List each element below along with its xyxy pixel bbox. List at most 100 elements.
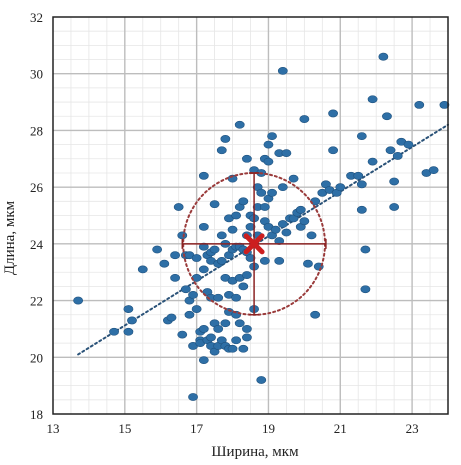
data-point (389, 203, 400, 211)
data-point (234, 319, 245, 328)
data-point (270, 225, 281, 234)
y-tick-label: 18 (30, 407, 43, 422)
data-point (216, 146, 227, 155)
data-point (180, 285, 191, 294)
data-point (353, 171, 364, 180)
data-point (238, 282, 249, 291)
data-point (403, 140, 414, 149)
data-point (245, 254, 256, 262)
data-point (198, 242, 209, 251)
data-point (177, 330, 188, 339)
trendline (77, 123, 449, 356)
data-point (335, 183, 346, 192)
data-point (299, 115, 310, 123)
center-overlay (181, 171, 327, 316)
x-tick-label: 23 (406, 421, 419, 436)
data-point (188, 393, 198, 401)
data-point (238, 197, 249, 206)
data-point (356, 132, 367, 140)
data-point (242, 333, 252, 342)
data-point (360, 285, 371, 294)
data-point (166, 313, 177, 322)
y-tick-label: 20 (30, 350, 43, 365)
data-point (209, 245, 220, 254)
data-point (414, 101, 425, 109)
data-point (188, 290, 198, 299)
y-tick-label: 24 (30, 237, 44, 252)
data-point (392, 152, 403, 160)
data-point (328, 109, 338, 118)
data-point (209, 200, 220, 209)
data-point (170, 273, 180, 282)
data-point (259, 256, 270, 265)
data-point (231, 336, 242, 345)
data-point (242, 325, 252, 333)
data-point (227, 344, 238, 353)
data-point (385, 146, 396, 155)
trendline-layer (77, 123, 449, 356)
data-point (267, 188, 277, 197)
data-point (198, 222, 209, 231)
data-point (123, 327, 134, 336)
data-point (299, 217, 310, 226)
data-point (382, 112, 392, 121)
data-point (263, 140, 274, 149)
data-point (191, 273, 202, 282)
data-point (306, 231, 317, 240)
x-axis-label: Ширина, мкм (211, 444, 299, 460)
data-point (389, 177, 400, 186)
data-point (216, 231, 227, 240)
data-point (267, 132, 277, 140)
data-point (220, 135, 231, 143)
data-point (238, 344, 249, 353)
data-point (159, 259, 170, 268)
data-point (356, 180, 367, 189)
data-point (256, 376, 267, 384)
data-point (367, 157, 378, 166)
data-point (231, 211, 242, 220)
data-point (234, 120, 245, 129)
data-point (245, 222, 256, 231)
data-point (206, 333, 216, 342)
data-point (428, 166, 439, 175)
data-point (256, 188, 267, 197)
data-point (295, 205, 306, 214)
data-point (137, 265, 148, 274)
data-point (198, 325, 209, 333)
plot-frame (52, 16, 449, 415)
y-tick-label: 28 (30, 123, 43, 138)
x-tick-labels: 13 15 17 19 21 23 (47, 421, 419, 436)
data-point (213, 293, 224, 302)
data-point (277, 220, 288, 228)
data-point (127, 316, 137, 325)
y-tick-labels: 18 20 22 24 26 28 30 32 (30, 10, 44, 422)
data-point (177, 231, 188, 240)
data-point (184, 310, 195, 319)
points-layer (73, 52, 450, 401)
data-point (242, 271, 252, 279)
data-point (439, 101, 450, 109)
data-point (259, 203, 270, 211)
data-point (216, 256, 227, 265)
data-point (277, 66, 288, 75)
data-point (328, 146, 338, 155)
data-point (123, 305, 134, 313)
data-point (242, 154, 252, 163)
data-point (109, 327, 119, 336)
x-tick-label: 13 (47, 421, 60, 436)
data-point (281, 149, 292, 158)
data-point (274, 256, 285, 265)
data-point (367, 95, 378, 104)
data-point (170, 251, 180, 260)
data-point (73, 296, 84, 305)
data-point (191, 305, 202, 313)
data-point (277, 183, 288, 192)
y-tick-label: 22 (30, 294, 43, 309)
data-point (356, 205, 367, 214)
data-point (303, 259, 313, 268)
y-axis-label: Длина, мкм (2, 200, 18, 275)
data-point (360, 245, 371, 254)
data-point (274, 237, 285, 245)
data-point (220, 319, 231, 328)
y-tick-label: 32 (30, 10, 43, 25)
